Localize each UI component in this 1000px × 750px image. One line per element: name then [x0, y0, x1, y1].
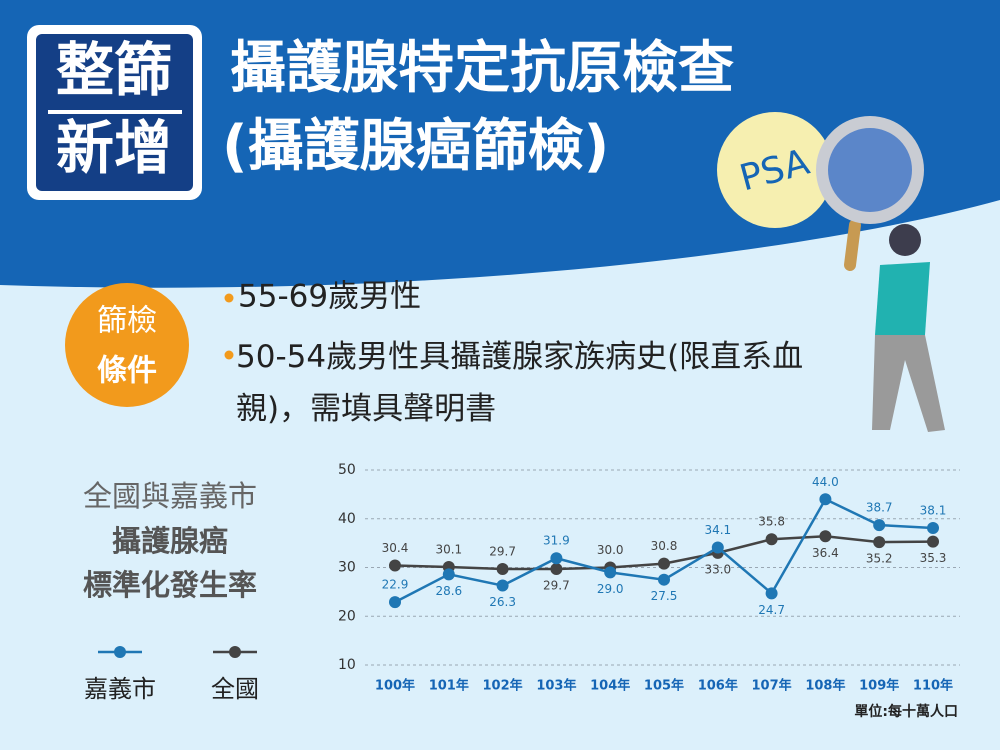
y-tick-label: 10	[338, 657, 356, 673]
data-point	[765, 587, 778, 600]
data-label: 30.0	[597, 543, 624, 557]
data-point	[550, 552, 563, 565]
x-tick-label: 102年	[483, 678, 523, 694]
data-point	[496, 562, 509, 575]
bullet-dot	[224, 350, 234, 360]
data-point	[658, 557, 670, 570]
data-label: 27.5	[651, 589, 678, 603]
legend-label: 嘉義市	[84, 675, 156, 703]
x-tick-label: 100年	[375, 678, 415, 694]
title: 攝護腺特定抗原檢查	[230, 36, 734, 101]
data-label: 22.9	[382, 578, 409, 592]
data-label: 33.0	[704, 562, 731, 576]
data-label: 29.7	[489, 544, 516, 558]
criteria-badge	[65, 283, 189, 407]
x-tick-label: 106年	[698, 678, 738, 694]
data-label: 24.7	[758, 603, 785, 617]
data-point	[927, 535, 939, 548]
data-label: 26.3	[489, 595, 516, 609]
x-tick-label: 101年	[429, 678, 469, 694]
data-point	[389, 596, 401, 609]
data-label: 30.4	[382, 541, 409, 555]
y-tick-label: 20	[338, 608, 356, 624]
data-point	[819, 493, 832, 506]
x-tick-label: 108年	[805, 678, 845, 694]
data-label: 35.2	[866, 552, 893, 566]
data-label: 28.6	[435, 584, 462, 598]
data-label: 30.8	[651, 539, 678, 553]
legend-marker	[114, 646, 126, 658]
criteria-badge-line: 條件	[97, 354, 157, 389]
data-point	[604, 566, 617, 579]
magnifier-lens	[816, 116, 924, 224]
data-label: 36.4	[812, 546, 839, 560]
person-body	[875, 262, 930, 335]
legend-label: 全國	[211, 675, 259, 703]
chart-title: 攝護腺癌	[112, 524, 228, 558]
chart-title: 全國與嘉義市	[83, 479, 257, 513]
data-label: 29.7	[543, 578, 570, 592]
bullet-dot	[224, 293, 234, 303]
data-point	[550, 562, 563, 575]
data-point	[819, 530, 832, 543]
criteria-item: 50-54歲男性具攝護腺家族病史(限直系血親)，需填具聲明書	[236, 339, 804, 427]
y-tick-label: 40	[338, 511, 356, 527]
x-tick-label: 107年	[752, 678, 792, 694]
data-label: 29.0	[597, 582, 624, 596]
data-point	[389, 559, 401, 572]
data-point	[658, 573, 670, 586]
unit-note: 單位:每十萬人口	[854, 703, 958, 720]
data-label: 35.3	[920, 551, 947, 565]
title: (攝護腺癌篩檢)	[222, 114, 609, 179]
data-point	[496, 579, 509, 592]
legend-marker	[229, 646, 241, 658]
y-tick-label: 30	[338, 560, 356, 576]
criteria-item: 55-69歲男性	[238, 279, 421, 315]
badge-line: 整篩	[56, 36, 172, 104]
x-tick-label: 109年	[859, 678, 899, 694]
x-tick-label: 110年	[913, 678, 953, 694]
person-legs	[872, 335, 945, 432]
psa-circle	[717, 112, 833, 228]
data-point	[873, 519, 886, 532]
criteria-item-box: 50-54歲男性具攝護腺家族病史(限直系血親)，需填具聲明書	[236, 339, 804, 427]
data-label: 34.1	[704, 523, 731, 537]
criteria-badge-line: 篩檢	[97, 304, 157, 339]
data-point	[927, 522, 939, 535]
data-label: 44.0	[812, 475, 839, 489]
plot: 10 20 30 40 50 100年 101年 102年 103年 104年 105年 106年 10…	[84, 462, 960, 703]
x-tick-label: 104年	[590, 678, 630, 694]
data-point	[873, 536, 886, 549]
chart-title: 標準化發生率	[83, 568, 257, 602]
data-label: 35.8	[758, 515, 785, 529]
badge-line: 新增	[56, 114, 172, 182]
x-tick-label: 105年	[644, 678, 684, 694]
data-label: 38.1	[920, 504, 947, 518]
data-point	[442, 568, 455, 581]
x-tick-label: 103年	[536, 678, 576, 694]
data-label: 38.7	[866, 501, 893, 515]
data-point	[765, 533, 778, 546]
data-label: 31.9	[543, 534, 570, 548]
y-tick-label: 50	[338, 462, 356, 478]
data-point	[711, 541, 724, 554]
person-head	[889, 224, 921, 256]
data-label: 30.1	[435, 543, 462, 557]
magnifier-handle	[844, 219, 861, 271]
